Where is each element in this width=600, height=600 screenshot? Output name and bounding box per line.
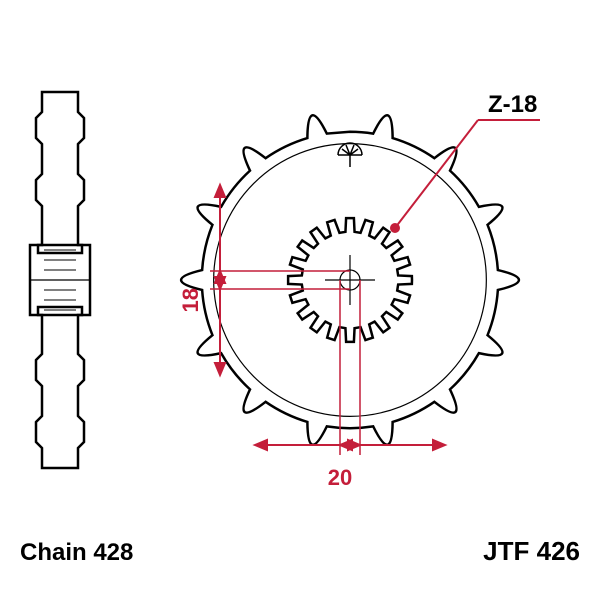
sprocket-drawing: Z-18 20 18 Chain 428 JTF 426 bbox=[0, 0, 600, 600]
callout-z18: Z-18 bbox=[488, 91, 537, 118]
logo-mark bbox=[338, 143, 362, 167]
dimensions bbox=[210, 120, 540, 455]
side-profile bbox=[30, 92, 90, 468]
chain-label: Chain 428 bbox=[20, 539, 133, 566]
dim-vertical: 18 bbox=[178, 288, 203, 312]
dim-horizontal: 20 bbox=[328, 465, 352, 490]
part-number: JTF 426 bbox=[483, 536, 580, 566]
sprocket-front bbox=[181, 115, 519, 445]
